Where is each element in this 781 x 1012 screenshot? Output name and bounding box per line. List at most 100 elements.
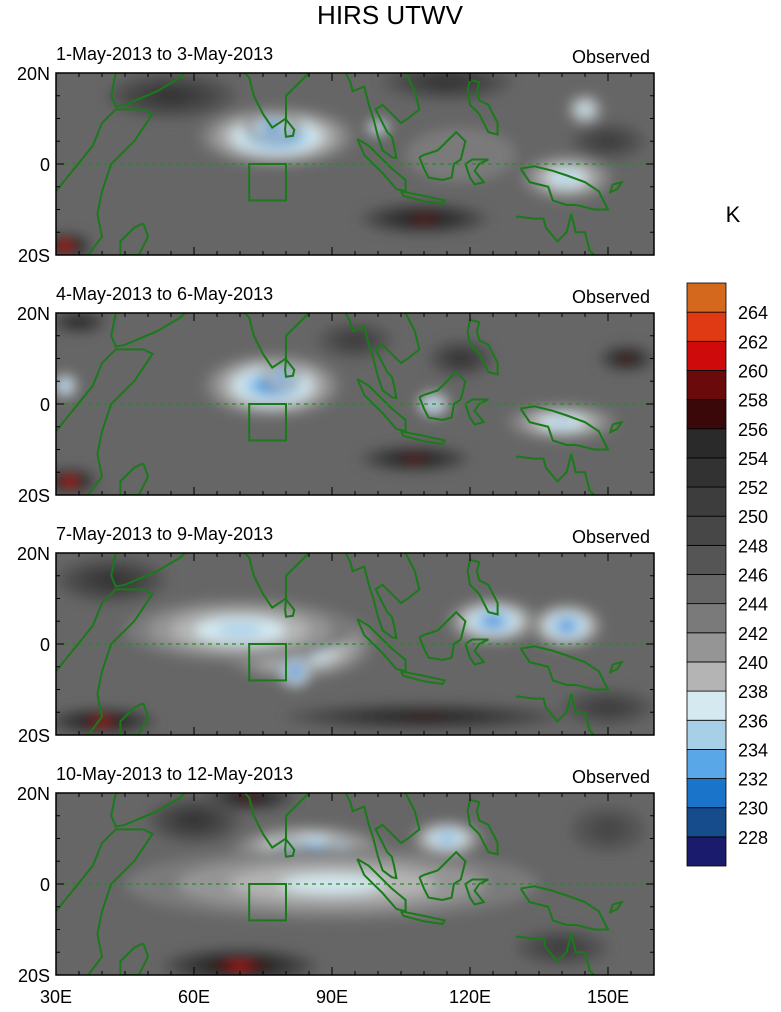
- colorbar-box: [686, 661, 727, 692]
- coastline: [110, 313, 186, 348]
- colorbar-box: [686, 282, 727, 313]
- x-tick-label: 150E: [587, 987, 629, 1007]
- coastline: [56, 108, 155, 255]
- coastline: [56, 588, 155, 735]
- coastlines: [56, 313, 625, 495]
- contour-level: [62, 243, 69, 248]
- contour-level: [595, 135, 621, 148]
- colorbar-label: 242: [738, 624, 768, 644]
- coastline: [519, 165, 610, 211]
- colorbar-label: 260: [738, 361, 768, 381]
- coastline: [464, 398, 489, 426]
- contour-level: [182, 814, 206, 826]
- contour-level: [230, 963, 250, 969]
- coastline: [119, 462, 150, 495]
- colorbar-label: 258: [738, 391, 768, 411]
- x-tick-label: 90E: [316, 987, 348, 1007]
- coastline: [466, 558, 499, 616]
- coastline: [110, 793, 186, 828]
- y-tick-label: 20N: [17, 304, 50, 324]
- colorbar-box: [686, 807, 727, 838]
- contour-level: [66, 479, 73, 484]
- panel-title: 10-May-2013 to 12-May-2013: [56, 764, 293, 784]
- y-tick-label: 20N: [17, 544, 50, 564]
- coastline: [400, 910, 447, 926]
- panel-field: [56, 553, 654, 735]
- region-box: [248, 403, 287, 442]
- coastline: [400, 430, 447, 446]
- coastline: [336, 73, 421, 160]
- coastline: [464, 158, 489, 186]
- contour-level: [452, 353, 469, 364]
- panel-field: [56, 793, 654, 975]
- colorbar-box: [686, 603, 727, 634]
- x-tick-label: 120E: [449, 987, 491, 1007]
- coastline: [119, 222, 150, 255]
- y-tick-label: 0: [40, 635, 50, 655]
- coastline: [608, 180, 625, 195]
- coastline: [464, 878, 489, 906]
- coastline: [418, 850, 467, 901]
- panel-subtitle: Observed: [572, 767, 650, 787]
- y-tick-label: 20S: [18, 966, 50, 986]
- coastline: [56, 348, 155, 495]
- contour-level: [561, 622, 572, 630]
- y-tick-label: 0: [40, 155, 50, 175]
- colorbar-label: 232: [738, 770, 768, 790]
- coastline: [418, 370, 467, 421]
- y-tick-label: 0: [40, 395, 50, 415]
- coastline: [464, 638, 489, 666]
- contour-level: [405, 127, 516, 183]
- coastline: [400, 670, 447, 686]
- coastline: [110, 553, 186, 588]
- coastline: [515, 453, 595, 495]
- y-tick-label: 20S: [18, 486, 50, 506]
- colorbar-label: 264: [738, 303, 768, 323]
- coastline: [221, 73, 310, 129]
- coastline: [515, 693, 595, 735]
- contour-level: [414, 216, 434, 221]
- coastlines: [56, 553, 625, 735]
- panel-title: 4-May-2013 to 6-May-2013: [56, 284, 273, 304]
- contour-level: [546, 941, 578, 954]
- y-tick-label: 20S: [18, 726, 50, 746]
- contour-level: [154, 90, 188, 102]
- coastline: [608, 660, 625, 675]
- colorbar-box: [686, 515, 727, 546]
- coastline: [284, 838, 296, 858]
- region-box: [248, 643, 287, 682]
- region-box: [248, 883, 287, 922]
- colorbar-label: 234: [738, 740, 768, 760]
- panel-1: 1-May-2013 to 3-May-2013 Observed 20N 0 20S: [17, 44, 655, 266]
- colorbar-box: [686, 457, 727, 488]
- coastline: [56, 828, 155, 975]
- coastline: [608, 420, 625, 435]
- coastline: [284, 598, 296, 618]
- contour-level: [589, 818, 627, 841]
- coastline: [418, 610, 467, 661]
- coastline: [221, 793, 310, 849]
- colorbar-label: 248: [738, 536, 768, 556]
- colorbar-box: [686, 778, 727, 809]
- contour-level: [342, 334, 368, 347]
- x-tick-label: 60E: [178, 987, 210, 1007]
- coastline: [466, 798, 499, 856]
- colorbar-box: [686, 690, 727, 721]
- colorbar-label: 240: [738, 653, 768, 673]
- coastline: [336, 313, 421, 400]
- coastline: [418, 130, 467, 181]
- coastline: [515, 213, 595, 255]
- panel-field: [56, 73, 654, 255]
- panel-title: 7-May-2013 to 9-May-2013: [56, 524, 273, 544]
- contour-level: [97, 574, 125, 586]
- coastline: [336, 793, 421, 880]
- colorbar-box: [686, 836, 727, 867]
- coastline: [110, 73, 186, 108]
- panel-subtitle: Observed: [572, 287, 650, 307]
- colorbar-box: [686, 749, 727, 779]
- colorbar-box: [686, 340, 727, 371]
- contour-level: [592, 701, 624, 714]
- contour-level: [279, 374, 284, 379]
- colorbar-box: [686, 544, 727, 575]
